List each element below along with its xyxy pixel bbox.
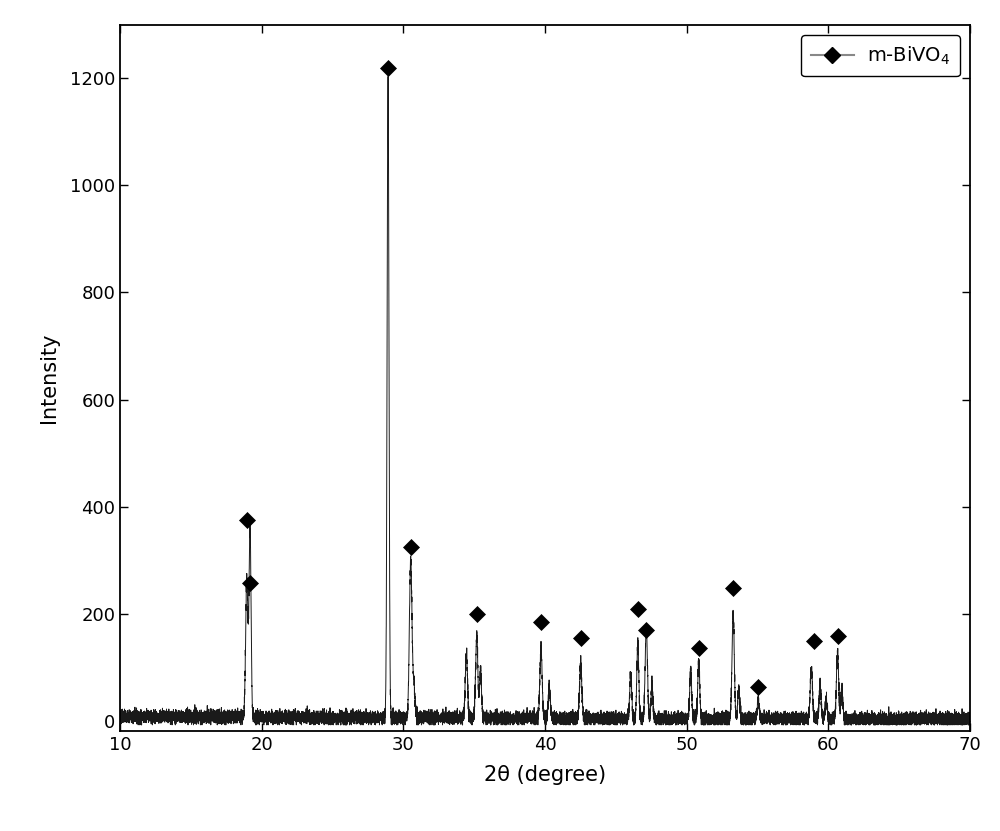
Legend: m-BiVO$_4$: m-BiVO$_4$ (801, 35, 960, 76)
X-axis label: 2θ (degree): 2θ (degree) (484, 765, 606, 785)
Y-axis label: Intensity: Intensity (39, 333, 59, 423)
